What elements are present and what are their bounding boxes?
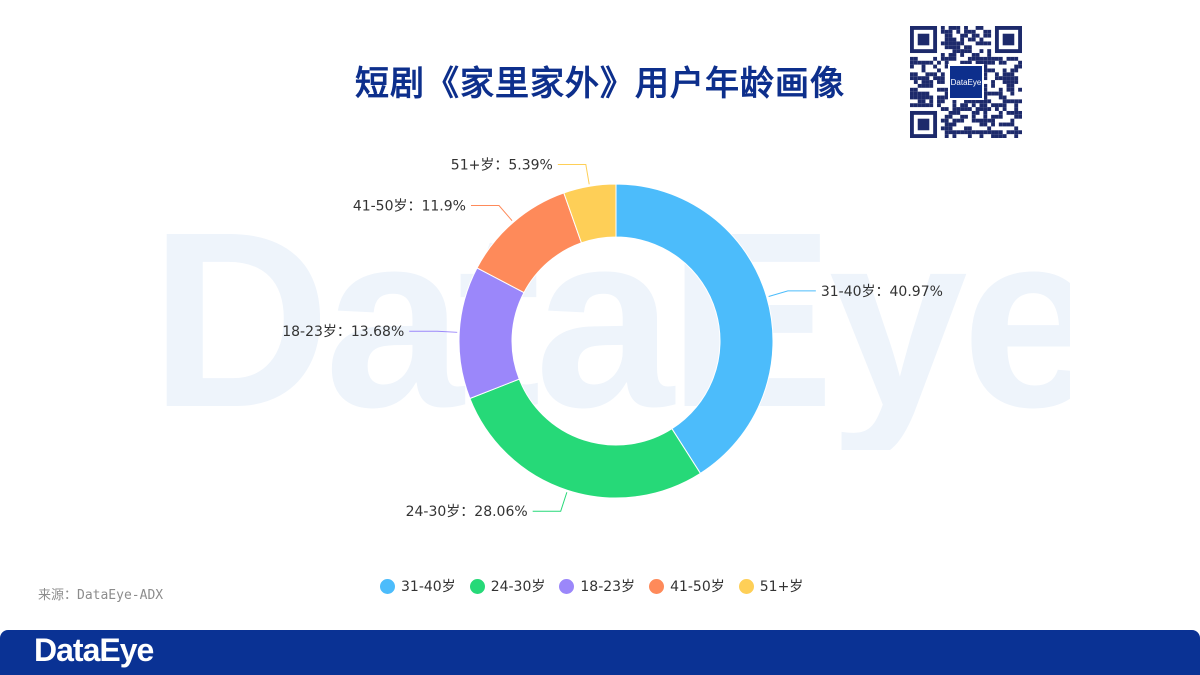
- page-title: 短剧《家里家外》用户年龄画像: [355, 64, 845, 104]
- legend-item[interactable]: 24-30岁: [469, 576, 546, 596]
- legend-label: 31-40岁: [401, 579, 456, 595]
- donut-slice[interactable]: [563, 183, 617, 244]
- label-leader-line: [532, 492, 568, 512]
- data-label: 18-23岁：13.68%: [282, 324, 404, 340]
- qr-code-icon: [910, 26, 1022, 138]
- legend-marker: [738, 578, 754, 594]
- label-leader-line: [768, 290, 816, 297]
- data-label: 31-40岁：40.97%: [821, 284, 943, 300]
- qr-code[interactable]: DataEye: [910, 26, 1022, 138]
- data-label: 41-50岁：11.9%: [353, 199, 466, 215]
- label-leader-line: [557, 164, 590, 185]
- data-label: 51+岁：5.39%: [451, 158, 553, 174]
- donut-slice[interactable]: [615, 183, 774, 475]
- label-leader-line: [470, 205, 513, 222]
- label-leader-line: [409, 330, 458, 333]
- data-label: 24-30岁：28.06%: [406, 504, 528, 520]
- donut-slice[interactable]: [469, 378, 702, 499]
- legend-item[interactable]: 41-50岁: [649, 576, 725, 596]
- legend-marker: [469, 578, 485, 594]
- legend-item[interactable]: 18-23岁: [559, 576, 635, 596]
- legend-marker: [649, 578, 665, 594]
- legend-label: 41-50岁: [670, 579, 725, 595]
- legend-label: 24-30岁: [490, 579, 546, 595]
- legend-label: 51+岁: [759, 579, 804, 595]
- legend-marker: [559, 578, 575, 594]
- donut-chart: 31-40岁：40.97% 24-30岁：28.06% 18-23岁：13.68% 4…: [282, 158, 943, 521]
- chart-legend: 31-40岁 24-30岁 18-23岁 41-50岁 51+岁: [380, 575, 803, 597]
- legend-item[interactable]: 51+岁: [738, 576, 804, 596]
- legend-marker: [380, 578, 395, 594]
- source-note: 来源：DataEye-ADX: [38, 588, 164, 603]
- qr-logo: DataEye: [948, 64, 984, 100]
- legend-label: 18-23岁: [580, 579, 636, 595]
- footer-logo: DataEye: [34, 632, 154, 668]
- footer-bar: DataEye: [0, 630, 1200, 675]
- legend-item[interactable]: 31-40岁: [380, 576, 456, 596]
